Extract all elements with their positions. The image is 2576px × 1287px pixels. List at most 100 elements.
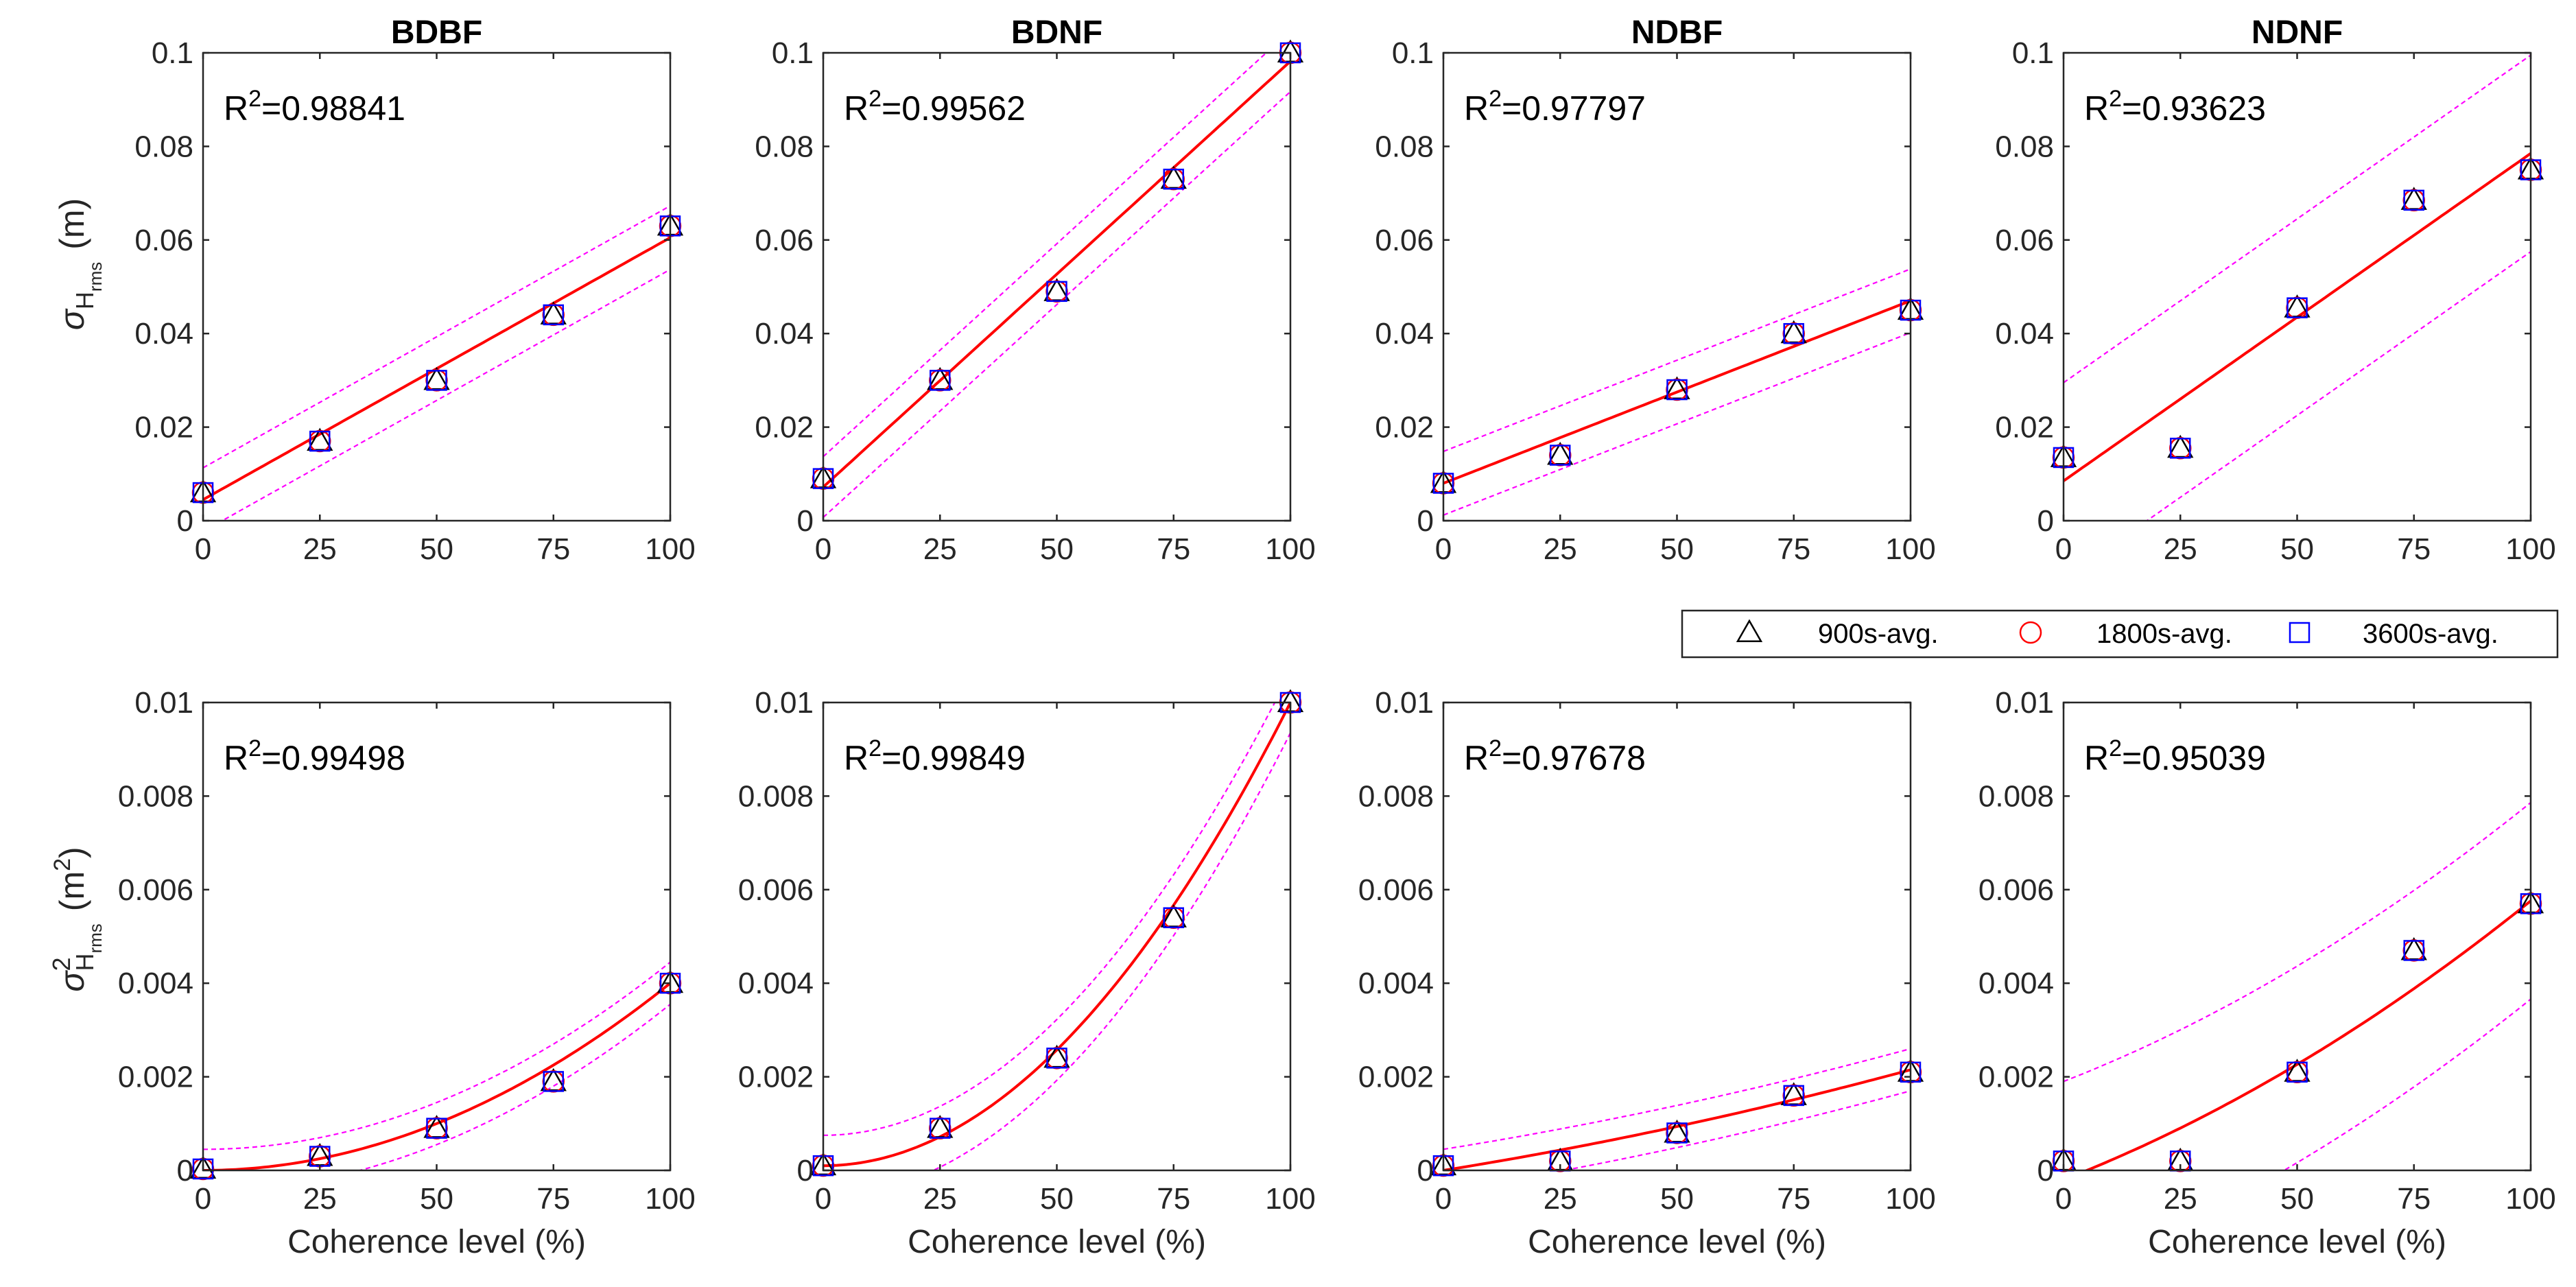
- y-tick-label: 0.06: [1995, 224, 2054, 257]
- y-tick-label: 0.1: [152, 36, 193, 70]
- y-tick-label: 0.002: [118, 1061, 193, 1094]
- x-tick-label: 100: [2505, 532, 2555, 566]
- fit-line: [1443, 1068, 1911, 1170]
- upper-bound-line: [1443, 268, 1911, 453]
- x-tick-label: 50: [2280, 1182, 2314, 1216]
- x-tick-label: 25: [2164, 1182, 2197, 1216]
- x-tick-label: 100: [1265, 1182, 1315, 1216]
- panel-7: 0 25 50 75 100 0 0.002 0.004 0.006 0.008 0.01 Coher…: [1978, 686, 2556, 1260]
- y-tick-label: 0.06: [1375, 224, 1434, 257]
- upper-bound-line: [823, 702, 1276, 1136]
- panel-title: BDNF: [1011, 14, 1102, 51]
- x-tick-label: 100: [645, 1182, 695, 1216]
- x-tick-label: 50: [1660, 1182, 1694, 1216]
- r-squared-annotation: R2=0.97797: [1464, 86, 1646, 128]
- data-point-square: [1046, 1048, 1067, 1069]
- fit-line: [203, 982, 670, 1170]
- y-tick-label: 0.006: [738, 873, 814, 907]
- x-tick-label: 50: [1660, 532, 1694, 566]
- x-tick-label: 50: [2280, 532, 2314, 566]
- x-tick-label: 25: [923, 532, 957, 566]
- x-tick-label: 50: [420, 1182, 453, 1216]
- y-tick-label: 0: [1417, 1154, 1434, 1188]
- upper-bound-line: [2064, 54, 2531, 383]
- y-tick-label: 0.08: [1375, 130, 1434, 163]
- data-point-square: [930, 1118, 951, 1139]
- x-axis-label: Coherence level (%): [2148, 1224, 2446, 1260]
- x-tick-label: 25: [2164, 532, 2197, 566]
- data-point-square: [2287, 1061, 2308, 1083]
- data-point-square: [1046, 281, 1067, 303]
- lower-bound-line: [1443, 331, 1911, 516]
- y-tick-label: 0.08: [1995, 130, 2054, 163]
- upper-bound-line: [1443, 1048, 1911, 1150]
- x-tick-label: 0: [1435, 1182, 1452, 1216]
- y-tick-label: 0.06: [134, 224, 193, 257]
- x-tick-label: 0: [195, 1182, 211, 1216]
- y-tick-label: 0.008: [1978, 779, 2054, 813]
- y-axis-label-top-row: σHrms (m): [53, 198, 106, 330]
- r-squared-annotation: R2=0.99498: [224, 735, 405, 777]
- panel-title: NDNF: [2252, 14, 2343, 51]
- panel-5: 0 25 50 75 100 0 0.002 0.004 0.006 0.008 0.01 Coher…: [738, 686, 1316, 1260]
- legend: 900s-avg. 1800s-avg. 3600s-avg.: [1681, 609, 2559, 659]
- panel-6: 0 25 50 75 100 0 0.002 0.004 0.006 0.008 0.01 Coher…: [1358, 686, 1936, 1260]
- data-point-square: [1666, 1122, 1688, 1144]
- data-point-square: [1163, 907, 1184, 928]
- y-label-sub: H: [71, 292, 99, 309]
- legend-item-0: 900s-avg.: [1736, 619, 1939, 649]
- y-tick-label: 0.006: [1358, 873, 1434, 907]
- y-tick-label: 0.01: [755, 686, 814, 720]
- lower-bound-line: [2145, 250, 2531, 521]
- y-tick-label: 0.04: [1375, 317, 1434, 351]
- y-tick-label: 0.1: [2012, 36, 2054, 70]
- x-tick-label: 0: [2055, 532, 2072, 566]
- legend-box: [1681, 609, 2559, 659]
- data-point-square: [2287, 297, 2308, 318]
- x-tick-label: 75: [2397, 1182, 2431, 1216]
- r-squared-annotation: R2=0.99849: [844, 735, 1026, 777]
- y-label-subsub: rms: [85, 923, 106, 953]
- y-tick-label: 0.1: [772, 36, 814, 70]
- x-tick-label: 0: [815, 1182, 831, 1216]
- legend-marker-circle: [2019, 621, 2042, 644]
- y-tick-label: 0: [797, 1154, 814, 1188]
- y-tick-label: 0: [2037, 1154, 2054, 1188]
- y-tick-label: 0.08: [755, 130, 814, 163]
- data-point-square: [2170, 438, 2191, 459]
- y-tick-label: 0: [2037, 504, 2054, 538]
- y-tick-label: 0.06: [755, 224, 814, 257]
- upper-bound-line: [203, 205, 670, 469]
- r-squared-annotation: R2=0.97678: [1464, 735, 1646, 777]
- x-tick-label: 25: [303, 1182, 337, 1216]
- lower-bound-line: [823, 91, 1290, 519]
- svg-text:σHrms(m): σHrms (m): [53, 198, 106, 330]
- y-tick-label: 0.02: [755, 411, 814, 445]
- x-tick-label: 100: [645, 532, 695, 566]
- x-tick-label: 0: [2055, 1182, 2072, 1216]
- y-tick-label: 0.006: [1978, 873, 2054, 907]
- data-point-square: [426, 1118, 447, 1139]
- panel-title: BDBF: [391, 14, 482, 51]
- x-tick-label: 75: [2397, 532, 2431, 566]
- x-tick-label: 100: [1885, 1182, 1935, 1216]
- x-tick-label: 0: [1435, 532, 1452, 566]
- y-tick-label: 0: [797, 504, 814, 538]
- fit-line: [823, 702, 1290, 1168]
- lower-bound-line: [931, 732, 1290, 1170]
- x-tick-label: 100: [1265, 532, 1315, 566]
- x-tick-label: 100: [2505, 1182, 2555, 1216]
- data-point-square: [426, 370, 447, 391]
- x-tick-label: 100: [1885, 532, 1935, 566]
- legend-label: 1800s-avg.: [2096, 619, 2232, 649]
- y-tick-label: 0.01: [1375, 686, 1434, 720]
- y-tick-label: 0.02: [1375, 411, 1434, 445]
- y-tick-label: 0.002: [1358, 1061, 1434, 1094]
- data-point-square: [1163, 168, 1184, 190]
- panel-4: 0 25 50 75 100 0 0.002 0.004 0.006 0.008 0.01 Coher…: [118, 686, 696, 1260]
- y-axis-label-bottom-row: σ2Hrms(m2): [47, 847, 106, 991]
- y-tick-label: 0.008: [118, 779, 193, 813]
- y-tick-label: 0.004: [1978, 967, 2054, 1000]
- lower-bound-line: [357, 1004, 670, 1170]
- y-label-unit-sup: 2: [49, 858, 75, 871]
